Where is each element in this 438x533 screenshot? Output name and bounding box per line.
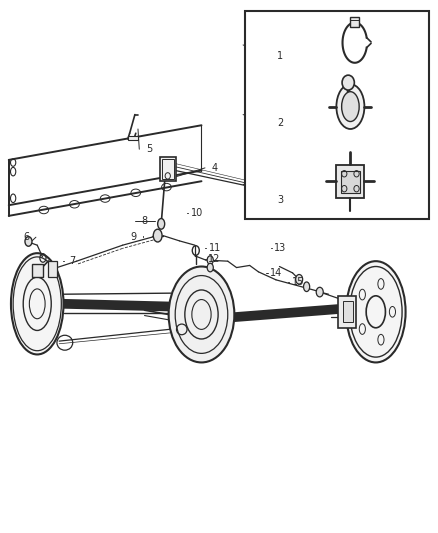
Ellipse shape [11,253,64,354]
Text: 13: 13 [274,243,286,253]
Ellipse shape [304,282,310,292]
Ellipse shape [153,229,162,242]
Bar [343,301,353,322]
Ellipse shape [346,261,406,362]
Text: 6: 6 [23,232,29,242]
Bar [336,165,364,198]
Text: 9: 9 [131,232,137,242]
Bar [32,264,43,277]
Text: 1: 1 [277,51,283,61]
Text: 15: 15 [292,278,304,287]
Bar [48,261,57,277]
Text: 4: 4 [212,163,218,173]
Ellipse shape [316,287,323,297]
Ellipse shape [342,92,359,122]
Ellipse shape [158,219,165,229]
Ellipse shape [169,266,234,362]
Ellipse shape [207,263,213,272]
Ellipse shape [296,274,303,284]
Text: 10: 10 [191,208,203,218]
Bar [341,171,360,193]
Text: 5: 5 [146,144,152,154]
Text: 12: 12 [208,254,221,263]
Bar [160,157,176,181]
Ellipse shape [25,237,32,246]
Text: 14: 14 [270,269,282,278]
Bar [350,17,359,27]
Bar [128,136,138,140]
Bar [162,159,174,179]
Text: 8: 8 [141,216,148,226]
Text: 3: 3 [277,195,283,205]
Ellipse shape [336,84,364,129]
Text: 7: 7 [69,256,75,266]
Ellipse shape [207,256,213,264]
Bar [338,296,356,328]
Text: 11: 11 [208,243,221,253]
Bar [245,11,429,219]
Ellipse shape [342,75,354,90]
Text: 2: 2 [277,118,283,127]
